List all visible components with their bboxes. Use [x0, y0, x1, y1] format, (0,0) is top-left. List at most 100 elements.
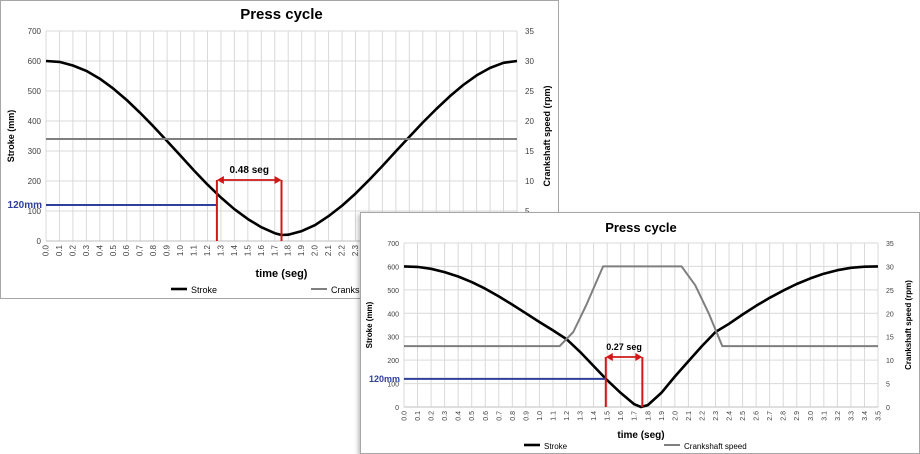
x-tick-label: 0.8: [149, 244, 158, 256]
chart-2-canvas: Press cycle 0.0 0.1 0.2 0.3 0.4 0.5 0.6 0.7 0.8 0.…: [365, 220, 913, 451]
y2-tick-label: 30: [886, 264, 894, 271]
y2-tick-label: 35: [525, 27, 534, 36]
stroke-120mm-label: 120mm: [369, 374, 400, 384]
x-axis-title: time (seg): [256, 268, 308, 280]
x-tick-label: 0.4: [95, 244, 104, 256]
y2-tick-label: 20: [886, 311, 894, 318]
y-tick-label: 600: [28, 57, 42, 66]
timing-arrow-head-left: [216, 176, 224, 184]
x-tick-label: 0.2: [68, 244, 77, 256]
x-tick-label: 1.6: [257, 244, 266, 256]
y-tick-label: 500: [28, 87, 42, 96]
x-tick-label: 2.5: [740, 411, 747, 421]
x-tick-label: 2.1: [324, 244, 333, 256]
y-tick-label: 400: [387, 311, 399, 318]
x-tick-label: 0.7: [136, 244, 145, 256]
x-tick-label: 1.2: [203, 244, 212, 256]
x-axis-title: time (seg): [617, 430, 664, 441]
y2-tick-label: 10: [886, 358, 894, 365]
x-tick-label: 0.9: [523, 411, 530, 421]
y-tick-label: 0: [37, 237, 42, 246]
y-axis-title: Stroke (mm): [365, 301, 374, 348]
x-tick-label: 1.7: [632, 411, 639, 421]
y-tick-label: 300: [387, 335, 399, 342]
y-tick-label: 100: [28, 207, 42, 216]
x-tick-label: 3.1: [821, 411, 828, 421]
y-tick-label: 600: [387, 264, 399, 271]
y-tick-label: 200: [28, 177, 42, 186]
x-tick-label: 1.5: [605, 411, 612, 421]
chart-title: Press cycle: [240, 6, 323, 23]
x-tick-label: 1.5: [243, 244, 252, 256]
x-tick-label: 0.0: [402, 411, 409, 421]
x-tick-label: 3.0: [808, 411, 815, 421]
x-tick-label: 0.3: [82, 244, 91, 256]
x-tick-label: 0.5: [469, 411, 476, 421]
x-tick-label: 1.3: [216, 244, 225, 256]
x-tick-label: 1.2: [564, 411, 571, 421]
x-tick-label: 2.9: [794, 411, 801, 421]
y2-tick-label: 5: [525, 207, 530, 216]
x-tick-label: 1.7: [270, 244, 279, 256]
x-tick-label: 0.4: [456, 411, 463, 421]
x-tick-label: 1.9: [659, 411, 666, 421]
timing-duration-label: 0.27 seg: [606, 342, 642, 352]
stroke-120mm-label: 120mm: [8, 200, 43, 211]
x-tick-label: 3.5: [876, 411, 883, 421]
y2-tick-label: 25: [525, 87, 534, 96]
x-tick-label: 3.4: [862, 411, 869, 421]
x-tick-label: 2.2: [338, 244, 347, 256]
y-tick-label: 200: [387, 358, 399, 365]
y2-tick-label: 20: [525, 117, 534, 126]
chart-1-canvas: Press cycle 0.0 0.1 0.2 0.3 0.4 0.5 0.6 0.7 0.8 0.…: [6, 6, 552, 295]
x-tick-label: 0.5: [109, 244, 118, 256]
x-tick-label: 0.3: [442, 411, 449, 421]
y2-tick-label: 10: [525, 177, 534, 186]
stroke-series-line: [403, 265, 879, 409]
timing-arrow-head-right: [274, 176, 282, 184]
y-tick-label: 300: [28, 147, 42, 156]
x-tick-label: 2.2: [699, 411, 706, 421]
x-tick-label: 1.0: [537, 411, 544, 421]
y-tick-label: 100: [387, 382, 399, 389]
x-tick-label: 3.3: [848, 411, 855, 421]
y-tick-label: 700: [387, 241, 399, 248]
x-tick-label: 2.0: [672, 411, 679, 421]
x-tick-label: 1.8: [645, 411, 652, 421]
y2-tick-label: 35: [886, 241, 894, 248]
y2-tick-label: 5: [886, 382, 890, 389]
y2-tick-label: 0: [886, 405, 890, 412]
y-tick-label: 700: [28, 27, 42, 36]
x-tick-label: 2.4: [727, 411, 734, 421]
x-tick-label: 0.6: [122, 244, 131, 256]
x-tick-label: 0.0: [42, 244, 51, 256]
x-tick-label: 0.1: [415, 411, 422, 421]
timing-duration-label: 0.48 seg: [229, 165, 268, 176]
legend-speed-label: Crankshaft speed: [684, 442, 747, 451]
x-tick-label: 0.2: [429, 411, 436, 421]
x-tick-label: 0.1: [55, 244, 64, 256]
x-tick-label: 2.3: [713, 411, 720, 421]
x-tick-label: 0.9: [163, 244, 172, 256]
y2-tick-label: 15: [525, 147, 534, 156]
y-tick-label: 0: [395, 405, 399, 412]
x-tick-label: 1.3: [578, 411, 585, 421]
x-tick-label: 1.6: [618, 411, 625, 421]
x-tick-label: 1.1: [550, 411, 557, 421]
y2-tick-label: 15: [886, 335, 894, 342]
timing-arrow-head-right: [635, 353, 643, 361]
x-tick-label: 2.0: [311, 244, 320, 256]
legend-stroke-label: Stroke: [191, 285, 217, 295]
x-tick-label: 2.8: [781, 411, 788, 421]
x-tick-label: 2.6: [754, 411, 761, 421]
y-tick-label: 400: [28, 117, 42, 126]
x-tick-label: 1.8: [284, 244, 293, 256]
x-tick-label: 1.9: [297, 244, 306, 256]
x-tick-label: 2.7: [767, 411, 774, 421]
x-tick-label: 1.4: [230, 244, 239, 256]
x-tick-label: 1.1: [190, 244, 199, 256]
y-tick-label: 500: [387, 288, 399, 295]
x-tick-label: 2.3: [351, 244, 360, 256]
y2-axis-title: Crankshaft speed (rpm): [904, 280, 913, 370]
chart-title: Press cycle: [605, 220, 677, 235]
